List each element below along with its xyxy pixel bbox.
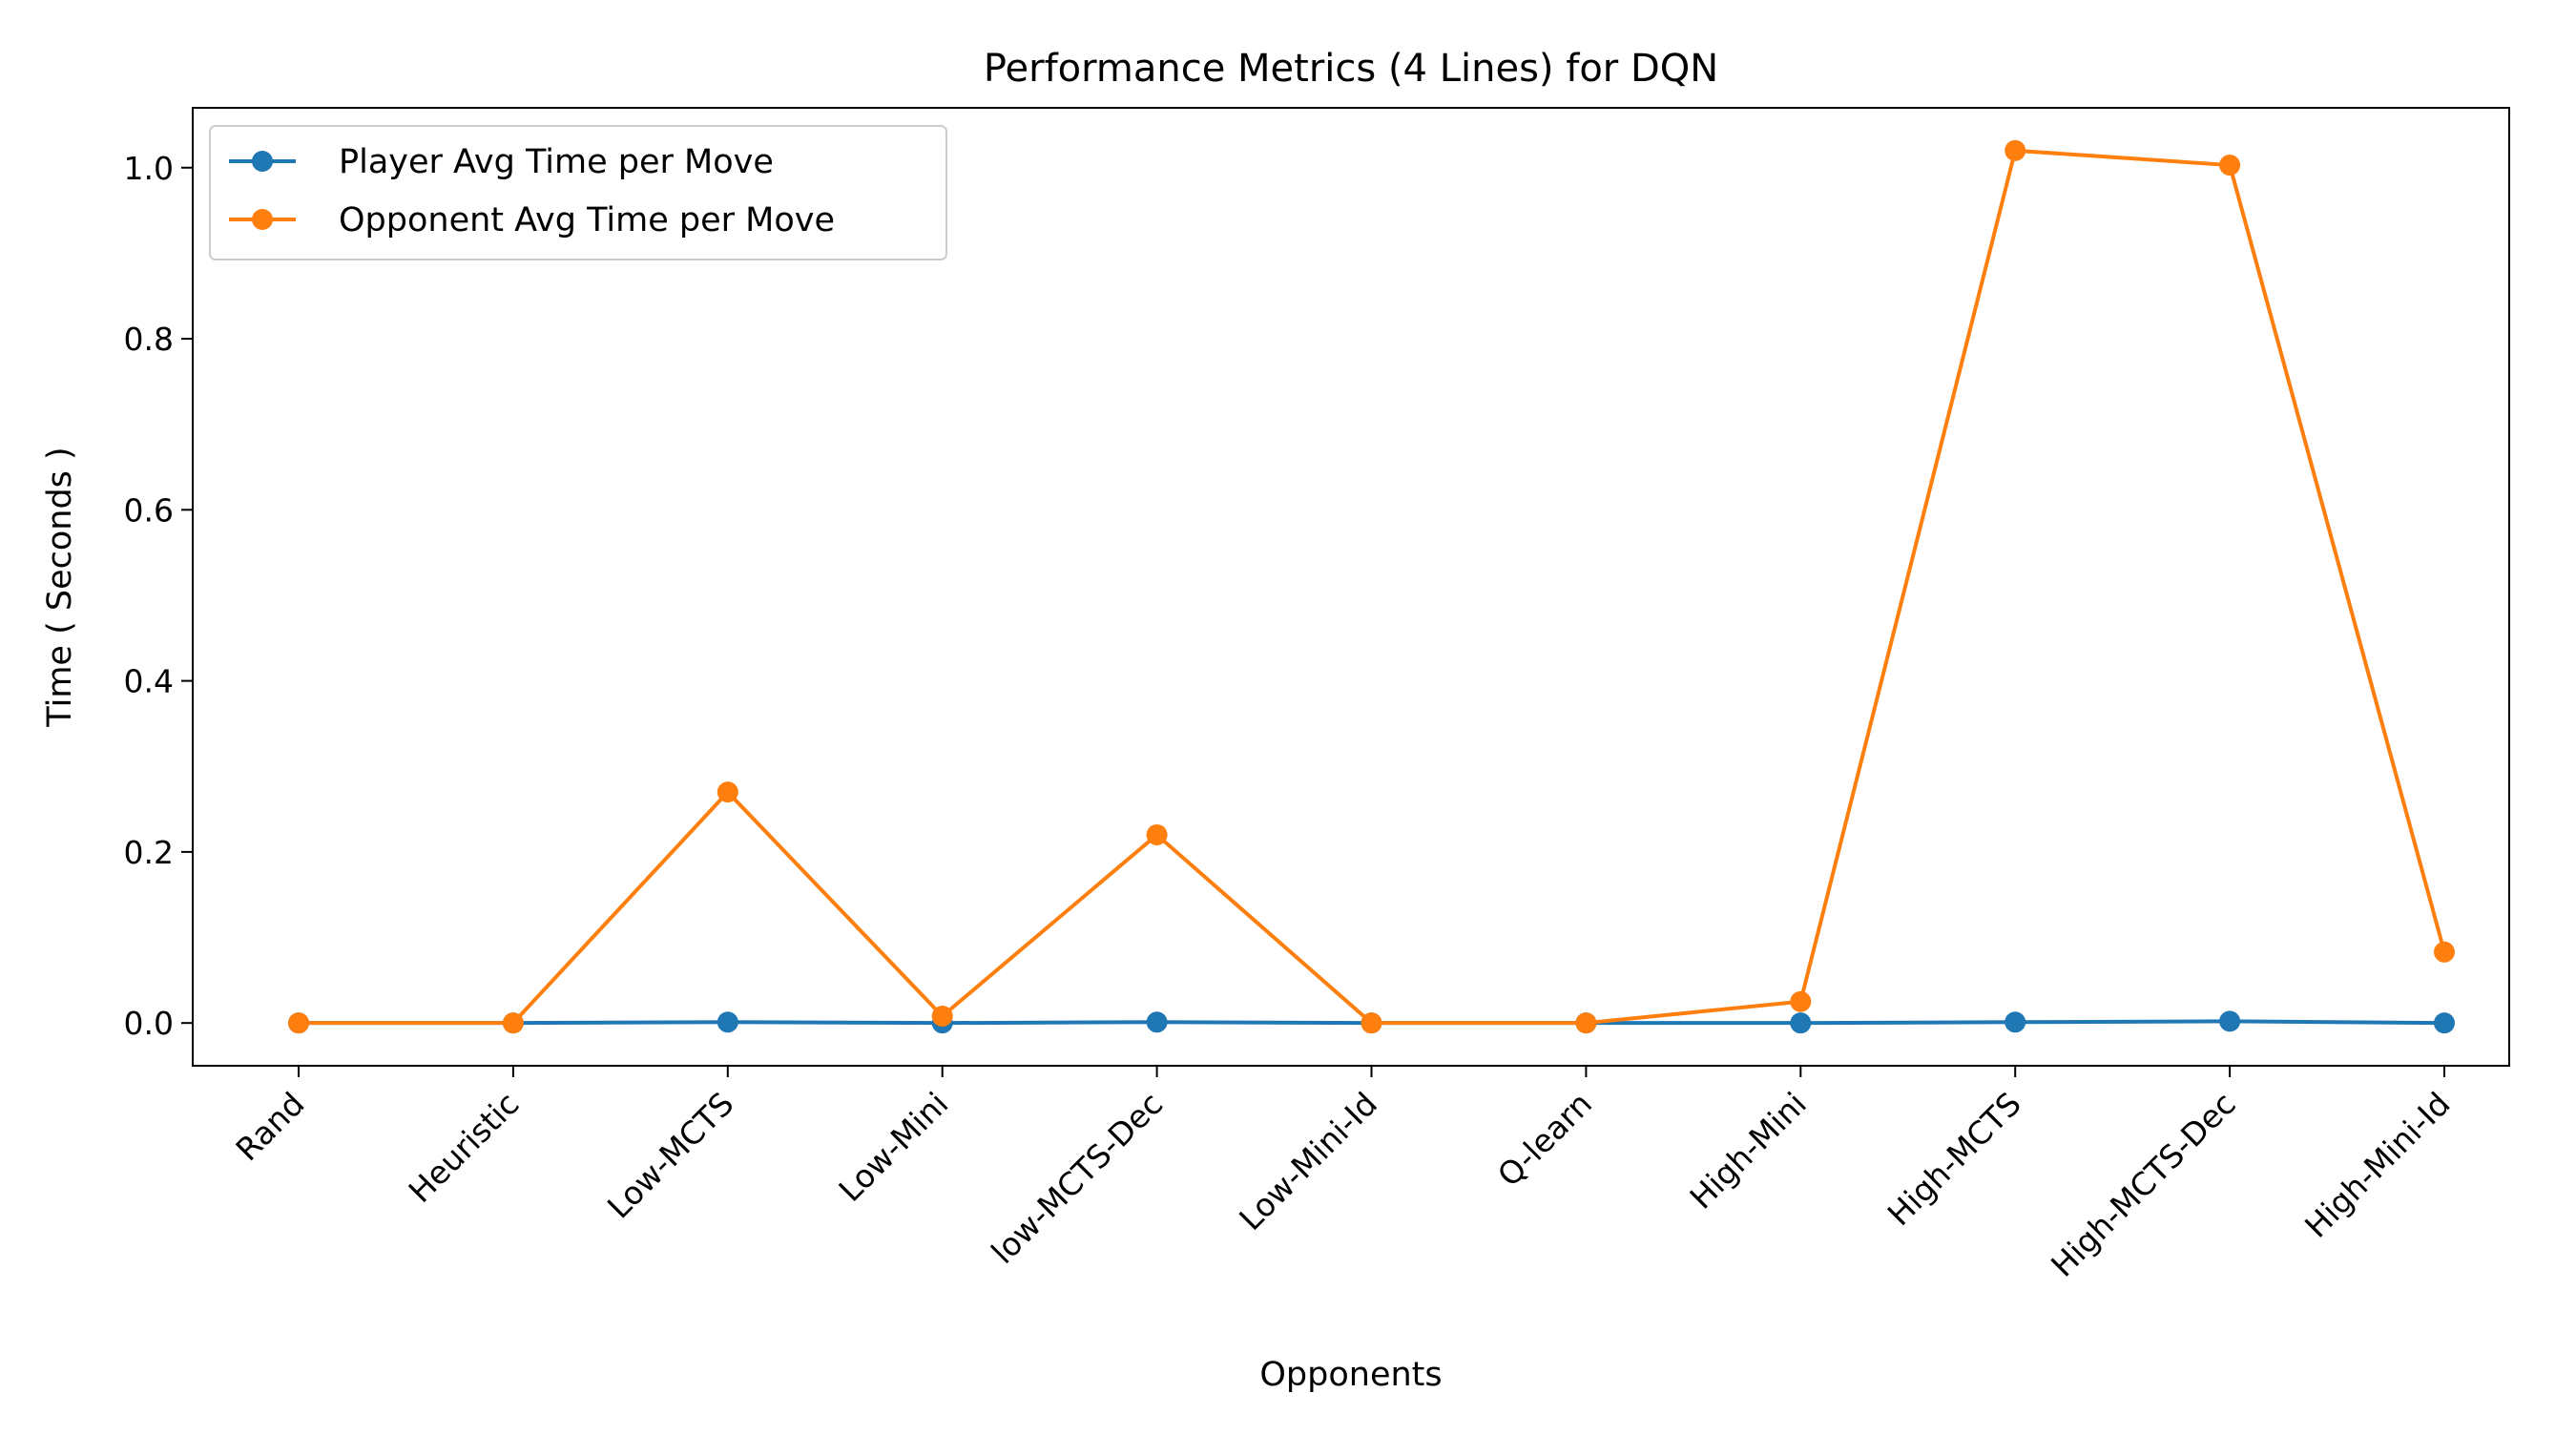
y-tick-label: 0.0 bbox=[124, 1005, 174, 1042]
y-tick-label: 0.4 bbox=[124, 663, 174, 700]
data-point bbox=[1790, 1012, 1812, 1034]
data-point bbox=[2219, 155, 2241, 177]
legend-item: Player Avg Time per Move bbox=[229, 143, 774, 181]
data-point bbox=[717, 1011, 738, 1033]
data-point bbox=[931, 1006, 953, 1028]
legend-label: Opponent Avg Time per Move bbox=[339, 201, 835, 239]
data-point bbox=[1146, 1011, 1168, 1033]
data-point bbox=[717, 781, 738, 803]
y-tick-label: 0.2 bbox=[124, 834, 174, 871]
data-point bbox=[288, 1012, 309, 1034]
chart-title: Performance Metrics (4 Lines) for DQN bbox=[984, 47, 1718, 91]
plot-frame bbox=[192, 107, 2510, 1067]
y-axis-label: Time ( Seconds ) bbox=[41, 447, 79, 727]
legend-item: Opponent Avg Time per Move bbox=[229, 201, 835, 239]
data-point bbox=[2434, 1012, 2455, 1034]
legend-marker bbox=[252, 151, 273, 172]
data-point bbox=[1361, 1012, 1382, 1034]
legend: Player Avg Time per Move Opponent Avg Tim… bbox=[209, 125, 947, 260]
plot-area bbox=[193, 108, 2509, 1066]
x-axis-label: Opponents bbox=[1259, 1356, 1442, 1394]
y-tick-label: 1.0 bbox=[124, 150, 174, 187]
legend-label: Player Avg Time per Move bbox=[339, 143, 774, 181]
y-tick-label: 0.8 bbox=[124, 321, 174, 358]
series-layer bbox=[288, 139, 2455, 1034]
data-point bbox=[1790, 990, 1812, 1012]
y-tick-label: 0.6 bbox=[124, 491, 174, 529]
legend-marker bbox=[252, 209, 273, 230]
data-point bbox=[1146, 823, 1168, 845]
legend-box bbox=[209, 125, 947, 260]
data-point bbox=[2005, 1011, 2026, 1033]
data-point bbox=[502, 1012, 524, 1034]
data-point bbox=[2005, 139, 2026, 161]
series-2 bbox=[288, 139, 2455, 1034]
data-point bbox=[2434, 941, 2455, 963]
data-point bbox=[1575, 1012, 1597, 1034]
data-point bbox=[2219, 1010, 2241, 1032]
